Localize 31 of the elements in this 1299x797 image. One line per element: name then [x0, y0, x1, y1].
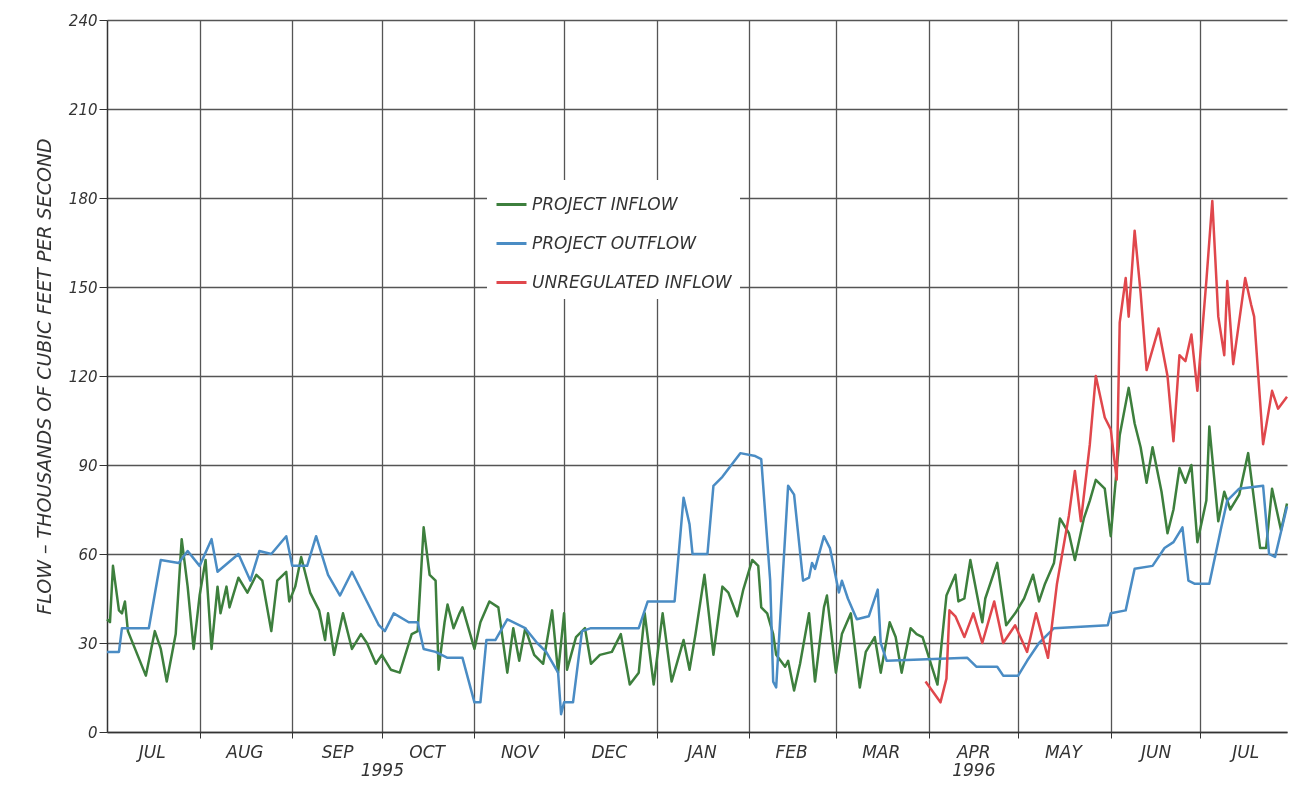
- x-tick-label: MAY: [1045, 741, 1084, 762]
- y-tick-label: 120: [68, 367, 98, 386]
- y-tick-label: 210: [68, 100, 98, 119]
- y-axis-title: FLOW – THOUSANDS OF CUBIC FEET PER SECOND: [32, 138, 55, 615]
- y-tick-label: 0: [87, 723, 98, 742]
- legend-label: PROJECT OUTFLOW: [532, 232, 698, 253]
- x-tick-label: OCT: [409, 741, 447, 762]
- x-tick-label: APR: [955, 741, 991, 762]
- x-tick-label: JAN: [684, 741, 717, 762]
- line-series: [105, 386, 1289, 692]
- legend-label: PROJECT INFLOW: [532, 193, 679, 214]
- x-tick-label: SEP: [321, 741, 355, 762]
- x-tick-label: FEB: [775, 741, 808, 762]
- x-tick-label: DEC: [591, 741, 628, 762]
- legend-label: UNREGULATED INFLOW: [532, 271, 733, 292]
- y-tick-label: 90: [78, 456, 98, 475]
- y-tick-label: 30: [78, 634, 98, 653]
- y-tick-label: 240: [68, 11, 98, 30]
- x2-tick-label: 1996: [952, 759, 996, 780]
- x-tick-label: MAR: [862, 741, 901, 762]
- y-tick-label: 60: [78, 545, 98, 564]
- x2-tick-label: 1995: [360, 759, 404, 780]
- line-series: [924, 199, 1289, 704]
- x-tick-label: NOV: [500, 741, 540, 762]
- y-tick-label: 150: [68, 278, 98, 297]
- x-tick-label: AUG: [225, 741, 264, 762]
- x-tick-label: JUL: [1229, 741, 1260, 762]
- x-tick-label: JUL: [135, 741, 166, 762]
- line-series: [105, 451, 1289, 716]
- y-tick-label: 180: [68, 189, 98, 208]
- x-tick-label: JUN: [1137, 741, 1172, 762]
